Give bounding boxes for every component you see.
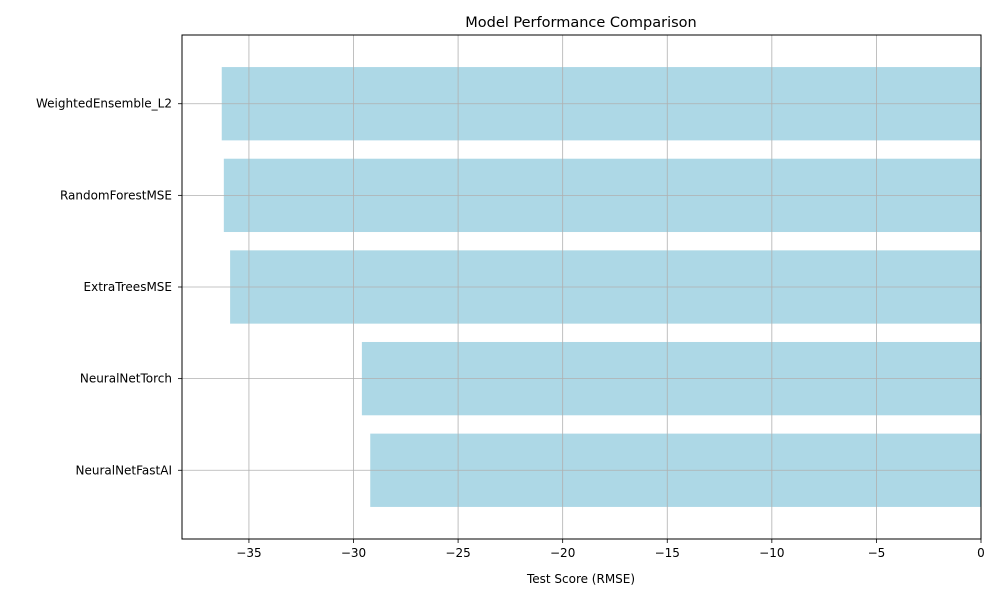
x-tick-label: −25	[445, 546, 470, 560]
x-tick-label: −35	[236, 546, 261, 560]
x-axis-label: Test Score (RMSE)	[526, 572, 635, 586]
x-axis-ticks: −35 −30 −25 −20 −15 −10 −5 0	[236, 539, 985, 560]
x-tick-label: −10	[759, 546, 784, 560]
x-tick-label: −5	[868, 546, 886, 560]
x-tick-label: 0	[977, 546, 985, 560]
y-tick-label: NeuralNetFastAI	[75, 463, 172, 477]
x-tick-label: −20	[550, 546, 575, 560]
y-tick-label: WeightedEnsemble_L2	[36, 97, 172, 111]
x-tick-label: −15	[655, 546, 680, 560]
plot-frame	[181, 34, 982, 540]
y-axis-ticks: WeightedEnsemble_L2 RandomForestMSE ExtraT…	[36, 97, 182, 477]
x-tick-label: −30	[341, 546, 366, 560]
y-tick-label: NeuralNetTorch	[80, 372, 172, 386]
grid-lines	[182, 35, 982, 539]
y-tick-label: RandomForestMSE	[60, 188, 172, 202]
y-tick-label: ExtraTreesMSE	[84, 280, 172, 294]
chart-title: Model Performance Comparison	[465, 15, 696, 31]
